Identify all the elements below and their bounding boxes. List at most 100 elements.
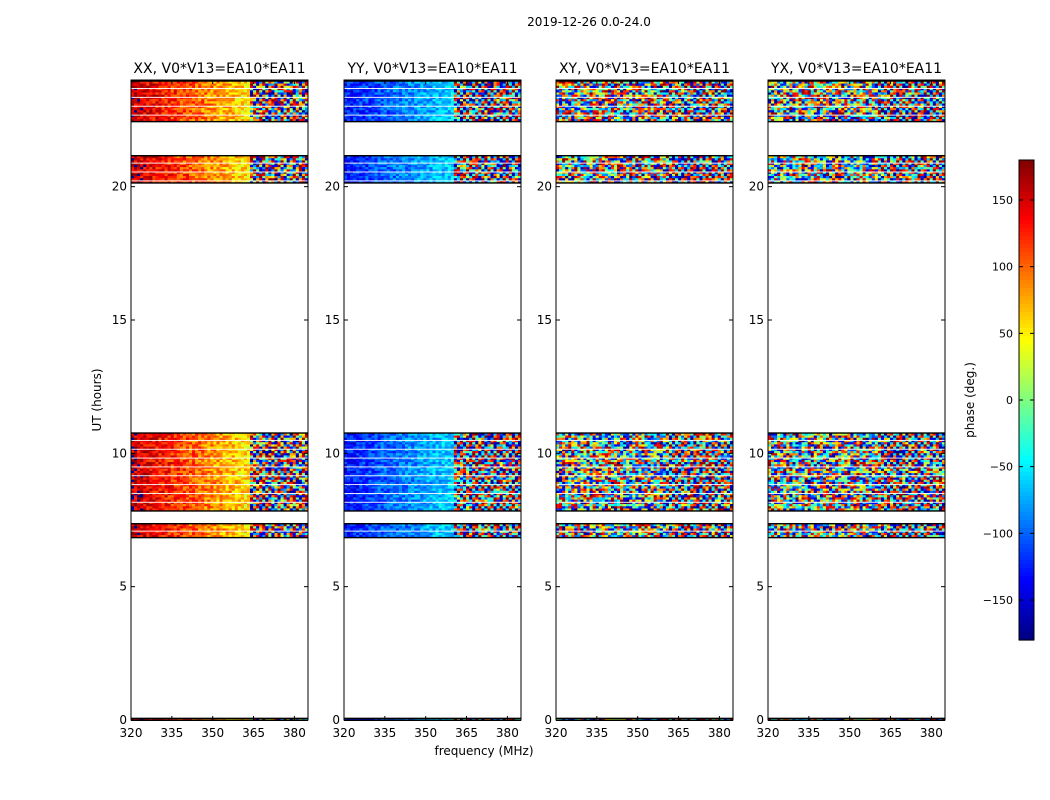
phase-cell [198, 506, 202, 509]
phase-cell [155, 488, 159, 492]
phase-cell [231, 499, 236, 503]
phase-cell [508, 442, 513, 445]
phase-cell [283, 506, 287, 509]
phase-cell [347, 435, 351, 439]
phase-cell [250, 475, 254, 478]
phase-cell [204, 466, 208, 469]
phase-cell [420, 532, 424, 536]
phase-cell [158, 459, 162, 463]
phase-cell [295, 85, 300, 89]
phase-cell [240, 83, 245, 87]
phase-cell [140, 101, 144, 104]
phase-cell [237, 499, 242, 503]
phase-cell [347, 437, 351, 441]
phase-cell [137, 524, 141, 527]
phase-cell [231, 105, 236, 109]
phase-cell [304, 468, 309, 472]
phase-cell [295, 528, 300, 531]
phase-cell [362, 528, 366, 531]
phase-cell [179, 435, 184, 439]
phase-cell [134, 486, 138, 489]
phase-cell [243, 499, 248, 503]
phase-cell [371, 442, 375, 445]
phase-cell [210, 497, 214, 500]
phase-cell [240, 160, 245, 163]
phase-cell [417, 532, 421, 536]
phase-cell [280, 718, 284, 721]
phase-cell [231, 119, 236, 122]
phase-cell [158, 94, 162, 98]
phase-cell [292, 446, 297, 450]
phase-cell [362, 433, 366, 436]
phase-cell [158, 446, 162, 450]
phase-cell [155, 457, 159, 461]
phase-cell [453, 524, 458, 527]
phase-cell [143, 506, 147, 509]
phase-cell [182, 173, 187, 177]
phase-cell [304, 167, 309, 170]
phase-cell [301, 528, 306, 531]
phase-cell [176, 119, 181, 122]
phase-cell [265, 173, 269, 177]
phase-cell [185, 524, 190, 527]
phase-cell [213, 455, 217, 458]
phase-cell [234, 495, 239, 498]
phase-cell [176, 504, 181, 507]
phase-cell [277, 466, 281, 469]
phase-cell [277, 462, 281, 465]
phase-cell [304, 92, 309, 95]
phase-cell [192, 444, 196, 447]
phase-cell [271, 479, 275, 483]
phase-cell [179, 103, 184, 107]
phase-cell [143, 481, 147, 485]
phase-cell [182, 99, 187, 102]
phase-cell [213, 162, 217, 166]
phase-cell [368, 526, 372, 529]
phase-cell [283, 499, 287, 503]
phase-cell [304, 504, 309, 507]
phase-cell [237, 532, 242, 536]
phase-cell [204, 176, 208, 179]
phase-cell [195, 506, 199, 509]
phase-cell [274, 504, 278, 507]
phase-cell [292, 108, 297, 111]
phase-cell [277, 488, 281, 492]
phase-cell [231, 528, 236, 531]
phase-cell [164, 497, 168, 500]
phase-cell [201, 501, 205, 505]
phase-cell [274, 492, 278, 496]
phase-cell [219, 108, 223, 111]
phase-cell [219, 535, 223, 538]
phase-cell [268, 448, 272, 452]
phase-cell [438, 439, 442, 443]
phase-cell [271, 180, 275, 183]
phase-cell [192, 442, 196, 445]
phase-cell [398, 442, 403, 445]
phase-cell [198, 164, 202, 168]
phase-cell [207, 101, 211, 104]
phase-cell [146, 490, 150, 494]
phase-cell [222, 501, 226, 505]
phase-cell [240, 499, 245, 503]
phase-cell [173, 497, 178, 500]
phase-cell [164, 486, 168, 489]
phase-cell [137, 180, 141, 183]
phase-cell [201, 88, 205, 91]
phase-cell [173, 506, 178, 509]
phase-cell [268, 464, 272, 467]
phase-cell [152, 470, 156, 474]
phase-cell [253, 532, 257, 536]
phase-cell [283, 101, 287, 104]
phase-cell [167, 475, 171, 478]
phase-cell [131, 433, 135, 436]
phase-cell [179, 90, 184, 93]
phase-cell [234, 112, 239, 115]
phase-cell [164, 508, 168, 511]
phase-cell [216, 435, 220, 439]
phase-cell [198, 528, 202, 531]
phase-cell [192, 462, 196, 465]
phase-cell [213, 178, 217, 181]
phase-cell [268, 167, 272, 170]
phase-cell [253, 466, 257, 469]
phase-cell [134, 479, 138, 483]
